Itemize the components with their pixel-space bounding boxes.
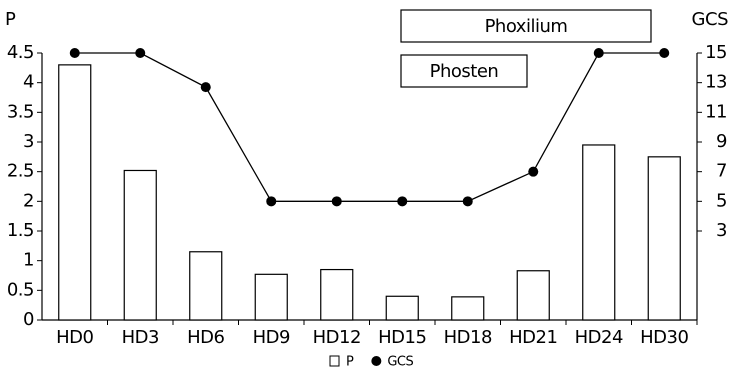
y2-tick-label: 15 — [705, 42, 727, 63]
y-tick-label: 3 — [23, 131, 34, 152]
bar — [647, 156, 681, 321]
y2-tick-label: 5 — [716, 190, 727, 211]
y2-tick-label: 7 — [716, 161, 727, 182]
y-tick-label: 4.5 — [7, 42, 34, 63]
legend-swatch — [329, 355, 340, 367]
y2-axis-label: GCS — [692, 9, 729, 30]
point — [266, 196, 277, 207]
y2-tick-label: 3 — [716, 220, 727, 241]
y2-tick-label: 11 — [705, 101, 727, 122]
x-tick-label: HD21 — [509, 327, 557, 348]
point — [659, 48, 670, 58]
point — [135, 48, 146, 58]
x-tick-label: HD30 — [640, 327, 688, 348]
y2-tick-label: 13 — [705, 72, 727, 93]
y-tick-label: 3.5 — [7, 101, 34, 122]
x-tick-label: HD12 — [313, 327, 361, 348]
y-tick-label: 1 — [23, 250, 34, 271]
legend-label: GCS — [387, 355, 413, 370]
bar — [123, 169, 157, 321]
y-tick-label: 1.5 — [7, 220, 34, 241]
point — [69, 48, 80, 58]
y-tick-label: 0 — [23, 309, 34, 330]
bar — [254, 273, 288, 321]
legend-swatch — [371, 356, 382, 366]
point — [397, 196, 408, 207]
bar — [451, 296, 485, 321]
x-tick-label: HD0 — [56, 327, 93, 348]
bar — [320, 268, 354, 321]
x-tick-label: HD6 — [187, 327, 224, 348]
y-axis-label: P — [5, 9, 16, 30]
point — [528, 166, 539, 177]
y-tick-label: 2.5 — [7, 161, 34, 182]
annotation: Phoxilium — [485, 16, 568, 37]
annotation-box — [400, 54, 528, 88]
x-tick-label: HD15 — [378, 327, 426, 348]
y2-tick-label: 9 — [716, 131, 727, 152]
x-tick-label: HD9 — [253, 327, 290, 348]
y-tick-label: 2 — [23, 190, 34, 211]
bar — [385, 295, 419, 321]
y-tick-label: 4 — [23, 72, 34, 93]
x-tick-label: HD18 — [444, 327, 492, 348]
point — [462, 196, 473, 207]
line — [74, 52, 665, 202]
point — [331, 196, 342, 207]
x-tick-label: HD3 — [122, 327, 159, 348]
y-tick-label: 0.5 — [7, 279, 34, 300]
legend-label: P — [346, 355, 354, 370]
annotation-box — [400, 9, 652, 43]
bar — [58, 64, 92, 321]
point — [200, 82, 211, 93]
bar — [582, 144, 616, 321]
annotation: Phosten — [430, 61, 499, 82]
bar — [516, 270, 550, 321]
point — [593, 48, 604, 58]
x-tick-label: HD24 — [575, 327, 623, 348]
bar — [189, 251, 223, 321]
